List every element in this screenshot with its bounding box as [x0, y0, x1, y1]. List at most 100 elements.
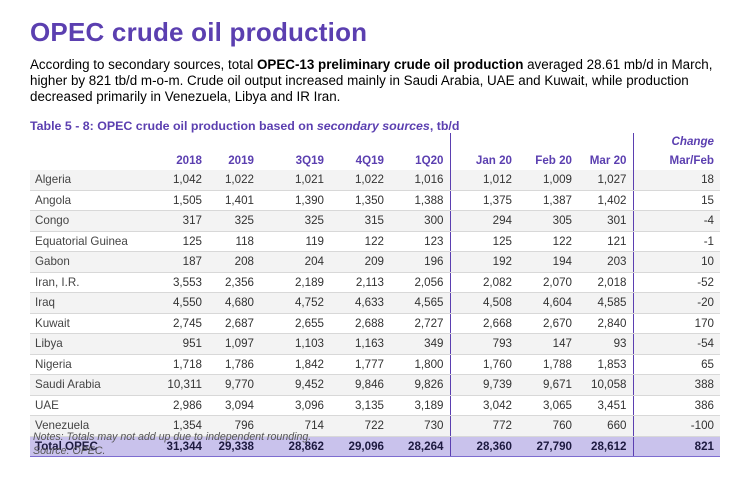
table-cell: 1,777	[330, 354, 390, 375]
row-label: Equatorial Guinea	[30, 231, 146, 252]
table-cell: 793	[450, 333, 518, 355]
table-cell: 192	[450, 251, 518, 273]
table-cell: 349	[390, 333, 451, 355]
table-cell: 730	[390, 415, 451, 437]
table-cell: 1,388	[390, 190, 451, 211]
table-cell: 2,356	[208, 272, 260, 293]
table-cell: 1,842	[260, 354, 330, 375]
table-cell: 294	[450, 210, 518, 232]
table-cell: 2,189	[260, 272, 330, 293]
table-cell: 1,375	[450, 190, 518, 211]
table-cell: 660	[578, 415, 634, 437]
intro-text-1: According to secondary sources, total	[30, 57, 258, 72]
row-label: Libya	[30, 333, 146, 355]
table-row: Saudi Arabia 10,311 9,770 9,452 9,846 9,826 9,…	[30, 374, 720, 396]
col-header: Mar/Feb	[669, 153, 714, 167]
table-cell: 386	[633, 395, 720, 416]
row-label: Iraq	[30, 292, 146, 314]
table-cell: 65	[633, 354, 720, 375]
table-cell: 2,670	[518, 313, 578, 334]
table-cell: 9,846	[330, 374, 390, 396]
intro-text-bold: OPEC-13 preliminary crude oil production	[257, 57, 524, 72]
table-cell: 118	[208, 231, 260, 252]
table-cell: 1,016	[390, 170, 451, 191]
table-cell: 1,401	[208, 190, 260, 211]
table-cell: 208	[208, 251, 260, 273]
row-label: Angola	[30, 190, 146, 211]
table-cell: 123	[390, 231, 451, 252]
table-row: Nigeria 1,718 1,786 1,842 1,777 1,800 1,760 1,7…	[30, 354, 720, 375]
table-cell: 1,012	[450, 170, 518, 191]
table-cell: 4,508	[450, 292, 518, 314]
table-cell: 1,354	[146, 415, 208, 437]
table-cell: 315	[330, 210, 390, 232]
table-cell: 2,745	[146, 313, 208, 334]
table-cell: 3,451	[578, 395, 634, 416]
table-cell: 1,505	[146, 190, 208, 211]
table-cell: 121	[578, 231, 634, 252]
change-header: Change	[671, 135, 714, 148]
table-cell: 1,402	[578, 190, 634, 211]
table-cell: 1,022	[208, 170, 260, 191]
table-cell: 9,671	[518, 374, 578, 396]
table-cell: -52	[633, 272, 720, 293]
table-cell: 28,862	[260, 435, 330, 457]
table-cell: 9,452	[260, 374, 330, 396]
table-cell: 204	[260, 251, 330, 273]
table-cell: 3,135	[330, 395, 390, 416]
table-cell: -20	[633, 292, 720, 314]
table-cell: 1,042	[146, 170, 208, 191]
row-label: Nigeria	[30, 354, 146, 375]
table-cell: 4,565	[390, 292, 451, 314]
col-header: 3Q19	[295, 153, 324, 167]
table-cell: 301	[578, 210, 634, 232]
table-cell: 9,826	[390, 374, 451, 396]
table-cell: 27,790	[518, 435, 578, 457]
table-cell: 2,082	[450, 272, 518, 293]
table-cell: 125	[146, 231, 208, 252]
col-header: Mar 20	[578, 150, 634, 170]
table-cell: 147	[518, 333, 578, 355]
header-row: 2018 2019 3Q19 4Q19 1Q20 Jan 20 Feb 20 M…	[30, 150, 720, 170]
row-label: Saudi Arabia	[30, 374, 146, 396]
table-cell: 2,840	[578, 313, 634, 334]
col-header: Feb 20	[535, 153, 572, 167]
table-row: Algeria 1,042 1,022 1,021 1,022 1,016 1,012 1,0…	[30, 170, 720, 191]
table-caption: Table 5 - 8: OPEC crude oil production b…	[30, 119, 459, 133]
table-cell: -1	[633, 231, 720, 252]
table-cell: 209	[330, 251, 390, 273]
table-cell: 722	[330, 415, 390, 437]
table-cell: 388	[633, 374, 720, 396]
table-cell: 31,344	[146, 435, 208, 457]
table-cell: 196	[390, 251, 451, 273]
table-row: Congo 317 325 325 315 300 294 305 301 -4	[30, 210, 720, 232]
table-cell: 203	[578, 251, 634, 273]
production-table: Change 2018 2019 3Q19 4Q19 1Q20 Jan 20 F…	[30, 133, 720, 457]
table-cell: 300	[390, 210, 451, 232]
table-cell: -4	[633, 210, 720, 232]
table-cell: 325	[260, 210, 330, 232]
table-cell: -100	[633, 415, 720, 437]
table-cell: 317	[146, 210, 208, 232]
table-cell: 9,770	[208, 374, 260, 396]
table-cell: 122	[518, 231, 578, 252]
table-cell: 119	[260, 231, 330, 252]
table-row: Iran, I.R. 3,553 2,356 2,189 2,113 2,056 2,082…	[30, 272, 720, 293]
table-cell: 4,633	[330, 292, 390, 314]
table-cell: 2,655	[260, 313, 330, 334]
page-title: OPEC crude oil production	[30, 17, 368, 47]
table-cell: 1,009	[518, 170, 578, 191]
table-cell: 1,021	[260, 170, 330, 191]
header-row-top: Change	[30, 133, 720, 150]
table-row: Equatorial Guinea 125 118 119 122 123 125 122 12…	[30, 231, 720, 252]
row-label: Congo	[30, 210, 146, 232]
row-label: Venezuela	[30, 415, 146, 437]
table-cell: 29,338	[208, 435, 260, 457]
col-header: 4Q19	[355, 153, 384, 167]
table-cell: 4,752	[260, 292, 330, 314]
table-cell: 4,680	[208, 292, 260, 314]
table-cell: 125	[450, 231, 518, 252]
table-cell: 29,096	[330, 435, 390, 457]
caption-text-italic: secondary sources	[316, 119, 430, 133]
table-cell: 2,668	[450, 313, 518, 334]
